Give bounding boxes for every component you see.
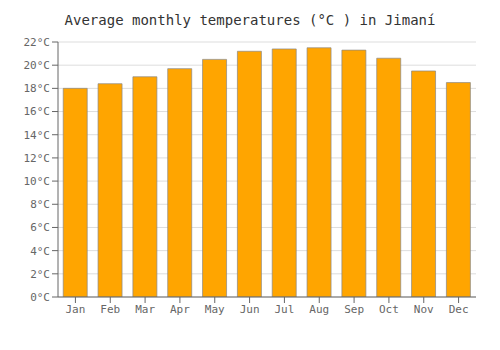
- svg-text:0°C: 0°C: [30, 291, 50, 304]
- svg-text:Sep: Sep: [344, 303, 364, 316]
- svg-text:12°C: 12°C: [24, 152, 51, 165]
- html-text:Average monthly temperatures (: Average monthly temperatures (°C ) in Ji…: [64, 12, 436, 28]
- svg-text:Jun: Jun: [240, 303, 260, 316]
- svg-text:8°C: 8°C: [30, 198, 50, 211]
- svg-text:14°C: 14°C: [24, 129, 51, 142]
- svg-text:May: May: [205, 303, 225, 316]
- svg-text:Apr: Apr: [170, 303, 190, 316]
- svg-text:Mar: Mar: [135, 303, 155, 316]
- svg-text:20°C: 20°C: [24, 59, 51, 72]
- svg-text:2°C: 2°C: [30, 268, 50, 281]
- svg-text:Dec: Dec: [449, 303, 469, 316]
- svg-text:Jul: Jul: [274, 303, 294, 316]
- svg-text:4°C: 4°C: [30, 245, 50, 258]
- svg-text:18°C: 18°C: [24, 82, 51, 95]
- svg-text:16°C: 16°C: [24, 105, 51, 118]
- svg-text:22°C: 22°C: [24, 36, 51, 49]
- svg-text:6°C: 6°C: [30, 221, 50, 234]
- svg-text:Nov: Nov: [414, 303, 434, 316]
- svg-text:10°C: 10°C: [24, 175, 51, 188]
- svg-text:Oct: Oct: [379, 303, 399, 316]
- svg-text:Jan: Jan: [65, 303, 85, 316]
- svg-text:Aug: Aug: [309, 303, 329, 316]
- svg-text:Feb: Feb: [100, 303, 120, 316]
